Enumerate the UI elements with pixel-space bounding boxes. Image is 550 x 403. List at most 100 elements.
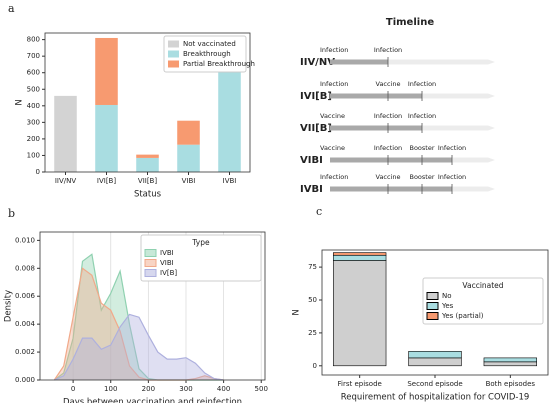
event-label: Vaccine [320, 144, 345, 152]
panel-label: c [316, 205, 322, 218]
event-label: Infection [408, 112, 436, 120]
legend-box [140, 234, 262, 282]
timeline-bar [330, 125, 422, 131]
legend-swatch [168, 60, 179, 68]
row-label: VII[B] [300, 123, 332, 134]
y-tick-label: 300 [27, 118, 40, 126]
timeline-arrow [452, 157, 495, 163]
timeline-bar [330, 157, 452, 163]
bar-segment [332, 254, 387, 261]
event-label: Infection [320, 46, 348, 54]
bar-segment [483, 357, 538, 363]
plot-frame [321, 249, 549, 376]
density-line [53, 267, 224, 381]
y-tick-label: 0.002 [15, 348, 35, 356]
y-tick-label: 25 [308, 329, 317, 337]
legend-label: Partial Breakthrough [183, 60, 255, 68]
y-tick-label: 800 [27, 36, 40, 44]
x-tick-label: IIV/NV [55, 177, 77, 185]
x-tick-label: Both episodes [486, 380, 536, 388]
bar-segment [218, 67, 241, 172]
bar-segment [95, 104, 118, 172]
timeline-arrow [388, 59, 495, 65]
y-tick-label: 0.006 [15, 292, 36, 300]
legend-label: Yes [441, 302, 454, 310]
density-line [54, 313, 224, 381]
x-tick-label: 0 [71, 385, 75, 393]
bar-segment [95, 37, 118, 105]
legend-label: No [442, 292, 452, 300]
timeline-bar [330, 59, 388, 65]
y-tick-label: 200 [27, 135, 40, 143]
x-tick-label: 100 [104, 385, 117, 393]
legend-label: VIBI [160, 259, 174, 267]
y-tick-label: 400 [27, 102, 40, 110]
x-tick-label: VIBI [182, 177, 196, 185]
legend-title: Vaccinated [462, 281, 503, 290]
event-label: Infection [438, 173, 466, 181]
timeline-arrow [422, 93, 495, 99]
bar-segment [332, 252, 387, 256]
x-tick-label: 300 [179, 385, 192, 393]
x-tick-label: 500 [255, 385, 268, 393]
legend-box [163, 35, 247, 73]
y-tick-label: 0 [36, 168, 40, 176]
row-label: IIV/NV [300, 57, 335, 68]
legend-swatch [426, 302, 439, 310]
timeline-title: Timeline [386, 17, 434, 28]
legend-label: IV[B] [160, 269, 177, 277]
x-tick-label: 200 [142, 385, 155, 393]
panel-label: a [8, 2, 15, 15]
y-axis-label: Density [4, 290, 14, 322]
plot-frame [44, 32, 251, 173]
y-tick-label: 0.008 [15, 264, 35, 272]
density-area [54, 268, 224, 380]
timeline-arrow [422, 125, 495, 131]
bar-segment [177, 144, 200, 172]
x-tick-label: 400 [217, 385, 230, 393]
bar-segment [408, 357, 462, 367]
timeline-bar [330, 93, 422, 99]
bar-segment [54, 95, 77, 172]
legend-label: IVBI [160, 249, 174, 257]
bar-segment [483, 361, 538, 367]
y-tick-label: 50 [308, 296, 317, 304]
y-tick-label: 500 [27, 85, 40, 93]
y-tick-label: 700 [27, 52, 40, 60]
legend-swatch [144, 249, 157, 257]
legend-swatch [426, 312, 439, 320]
event-label: Vaccine [376, 80, 401, 88]
x-tick-label: VII[B] [138, 177, 157, 185]
y-tick-label: 0.010 [15, 236, 35, 244]
x-axis-label: Requirement of hospitalization for COVID… [341, 393, 530, 403]
event-label: Infection [438, 144, 466, 152]
y-tick-label: 0.000 [15, 376, 35, 384]
event-label: Booster [409, 144, 434, 152]
legend-swatch [144, 259, 157, 267]
event-label: Infection [320, 80, 348, 88]
y-tick-label: 75 [308, 263, 317, 271]
event-label: Infection [408, 80, 436, 88]
y-tick-label: 0.004 [15, 320, 36, 328]
event-label: Vaccine [376, 173, 401, 181]
y-tick-label: 100 [27, 151, 40, 159]
x-tick-label: IVI[B] [97, 177, 116, 185]
event-label: Infection [374, 46, 402, 54]
legend-swatch [144, 269, 157, 277]
timeline-arrow [452, 186, 495, 192]
legend-title: Type [191, 238, 210, 247]
x-tick-label: First episode [337, 380, 381, 388]
row-label: IVI[B] [300, 91, 332, 102]
legend-label: Yes (partial) [441, 312, 484, 320]
legend-swatch [168, 50, 179, 58]
timeline-bar [330, 186, 452, 192]
x-tick-label: IVBI [223, 177, 237, 185]
legend-label: Not vaccinated [183, 40, 236, 48]
event-label: Infection [374, 144, 402, 152]
event-label: Infection [374, 112, 402, 120]
panel-label: b [8, 207, 15, 220]
x-tick-label: Second episode [407, 380, 462, 388]
legend-swatch [426, 292, 439, 300]
row-label: IVBI [300, 184, 323, 195]
